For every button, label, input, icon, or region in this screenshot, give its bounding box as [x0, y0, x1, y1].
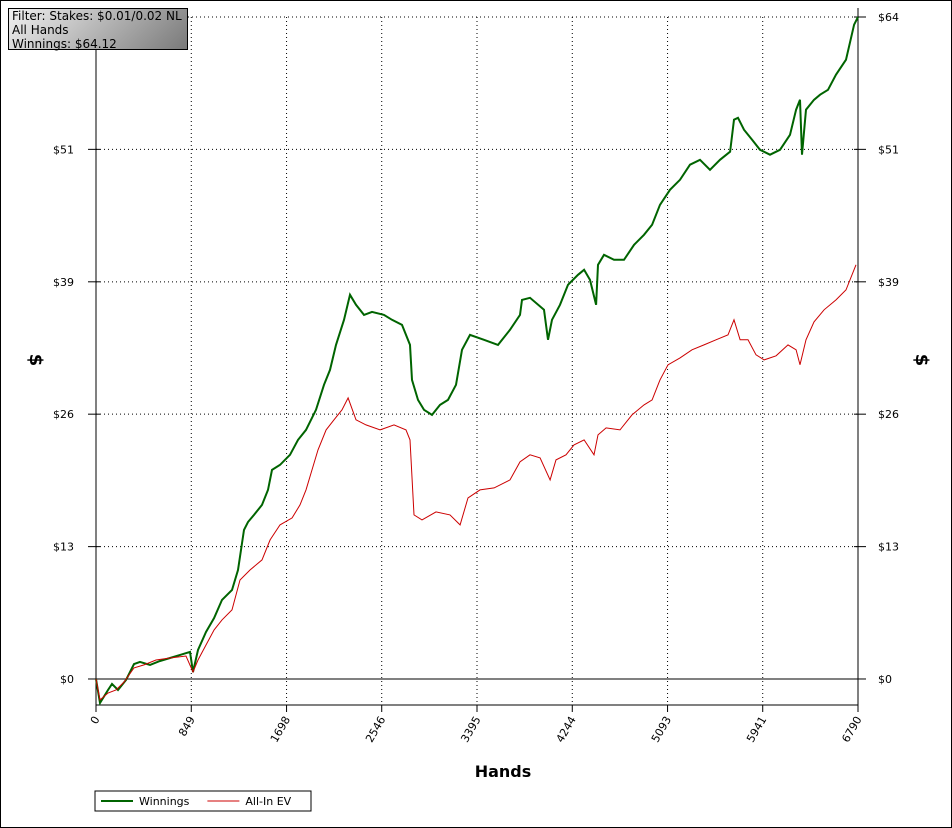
- y-tick-label: $39: [53, 276, 74, 289]
- y-axis-label: $: [25, 354, 46, 367]
- info-line: Filter: Stakes: $0.01/0.02 NL: [12, 9, 182, 23]
- y-tick-label: $13: [53, 541, 74, 554]
- info-box: Filter: Stakes: $0.01/0.02 NL All Hands …: [8, 8, 188, 51]
- y-tick-label: $26: [53, 408, 74, 421]
- series-line: [95, 16, 859, 706]
- y2-tick-label: $0: [878, 673, 892, 686]
- series-line: [95, 264, 857, 701]
- info-line: All Hands: [12, 23, 69, 37]
- legend-label: Winnings: [139, 795, 190, 808]
- legend-label: All-In EV: [245, 795, 291, 808]
- y2-tick-label: $64: [878, 11, 899, 24]
- y2-tick-label: $26: [878, 408, 899, 421]
- y2-tick-label: $51: [878, 143, 899, 156]
- y2-tick-label: $39: [878, 276, 899, 289]
- y2-tick-label: $13: [878, 541, 899, 554]
- y-tick-label: $0: [60, 673, 74, 686]
- y-tick-label: $51: [53, 143, 74, 156]
- x-axis-label: Hands: [475, 762, 532, 781]
- y2-axis-label: $: [911, 354, 932, 367]
- legend-box: [94, 790, 312, 812]
- info-line: Winnings: $64.12: [12, 37, 117, 51]
